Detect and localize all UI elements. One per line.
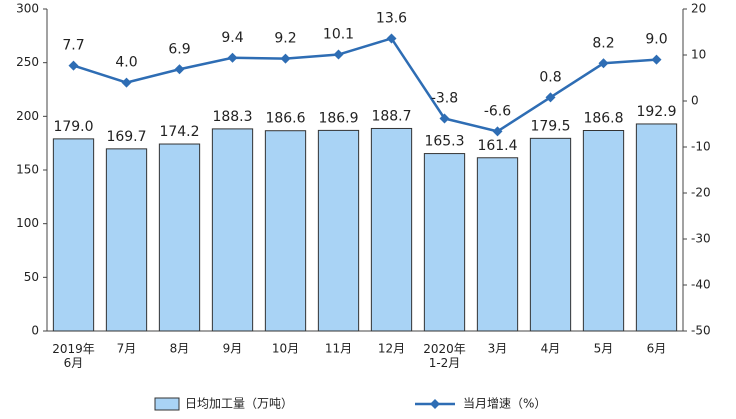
x-tick-label: 5月 xyxy=(594,342,614,356)
bar xyxy=(105,148,148,332)
y-tick-label: 250 xyxy=(16,55,39,69)
y2-tick-label: -10 xyxy=(691,140,711,154)
bar xyxy=(476,157,519,332)
line-value-label: 6.9 xyxy=(168,41,190,57)
line-marker xyxy=(280,53,291,64)
y-tick-label: 0 xyxy=(31,324,39,338)
x-tick-label: 11月 xyxy=(325,342,352,356)
bar-value-label: 186.6 xyxy=(265,111,305,127)
bar xyxy=(264,130,307,332)
line-value-label: 7.7 xyxy=(62,38,84,54)
x-tick-label: 9月 xyxy=(223,342,243,356)
bar xyxy=(635,123,678,332)
y-tick-label: 150 xyxy=(16,163,39,177)
x-tick-label: 2019年 6月 xyxy=(52,342,95,370)
bar xyxy=(158,143,201,332)
line-marker xyxy=(174,64,185,75)
x-tick-label: 4月 xyxy=(541,342,561,356)
bar xyxy=(317,129,360,332)
line-marker xyxy=(651,54,662,65)
line-value-label: -3.8 xyxy=(431,90,458,106)
y-tick-label: 200 xyxy=(16,109,39,123)
line-value-label: 10.1 xyxy=(323,27,354,43)
line-value-label: 9.2 xyxy=(274,31,296,47)
y-tick-label: 300 xyxy=(16,2,39,16)
bar xyxy=(211,128,254,332)
bar xyxy=(529,137,572,332)
bar-value-label: 179.0 xyxy=(53,119,93,135)
line-marker xyxy=(227,52,238,63)
line-marker xyxy=(598,58,609,69)
line-value-label: 9.4 xyxy=(221,30,243,46)
bar-value-label: 192.9 xyxy=(636,104,676,120)
line-marker xyxy=(121,77,132,88)
line-value-label: 13.6 xyxy=(376,10,407,26)
x-tick-label: 12月 xyxy=(378,342,405,356)
line xyxy=(73,36,657,133)
bar-value-label: 186.8 xyxy=(583,111,623,127)
legend-label: 当月增速（%） xyxy=(463,397,546,411)
y-tick-label: 50 xyxy=(24,270,39,284)
bar-value-label: 174.2 xyxy=(159,124,199,140)
y2-tick-label: 10 xyxy=(691,48,706,62)
bar-value-label: 165.3 xyxy=(424,134,464,150)
line-value-label: 4.0 xyxy=(115,55,137,71)
line-marker xyxy=(68,60,79,71)
bar-value-label: 179.5 xyxy=(530,118,570,134)
line-marker xyxy=(545,92,556,103)
line-marker xyxy=(439,113,450,124)
bar-value-label: 169.7 xyxy=(106,129,146,145)
bar-value-label: 188.3 xyxy=(212,109,252,125)
bar xyxy=(370,127,413,332)
line-marker xyxy=(386,33,397,44)
x-tick-label: 6月 xyxy=(647,342,667,356)
line-value-label: 9.0 xyxy=(645,32,667,48)
x-tick-label: 3月 xyxy=(488,342,508,356)
y-tick-label: 100 xyxy=(16,216,39,230)
y2-tick-label: -40 xyxy=(691,278,711,292)
bar xyxy=(423,153,466,332)
bar-value-label: 188.7 xyxy=(371,108,411,124)
line-value-label: -6.6 xyxy=(484,103,511,119)
line-value-label: 8.2 xyxy=(592,35,614,51)
x-tick-label: 8月 xyxy=(170,342,190,356)
x-tick-label: 2020年 1-2月 xyxy=(423,342,466,370)
bar xyxy=(52,138,95,332)
line-value-label: 0.8 xyxy=(539,69,561,85)
x-tick-label: 10月 xyxy=(272,342,299,356)
y2-tick-label: 0 xyxy=(691,94,699,108)
y2-tick-label: -50 xyxy=(691,324,711,338)
x-tick-label: 7月 xyxy=(117,342,137,356)
legend-label: 日均加工量（万吨） xyxy=(185,397,293,411)
bar xyxy=(582,130,625,332)
line-marker xyxy=(333,49,344,60)
line-marker xyxy=(492,126,503,137)
bar-value-label: 186.9 xyxy=(318,110,358,126)
y2-tick-label: -20 xyxy=(691,186,711,200)
bar-value-label: 161.4 xyxy=(477,138,517,154)
legend-swatch xyxy=(430,399,440,409)
legend-swatch xyxy=(154,397,180,411)
y2-tick-label: -30 xyxy=(691,232,711,246)
y2-tick-label: 20 xyxy=(691,2,706,16)
